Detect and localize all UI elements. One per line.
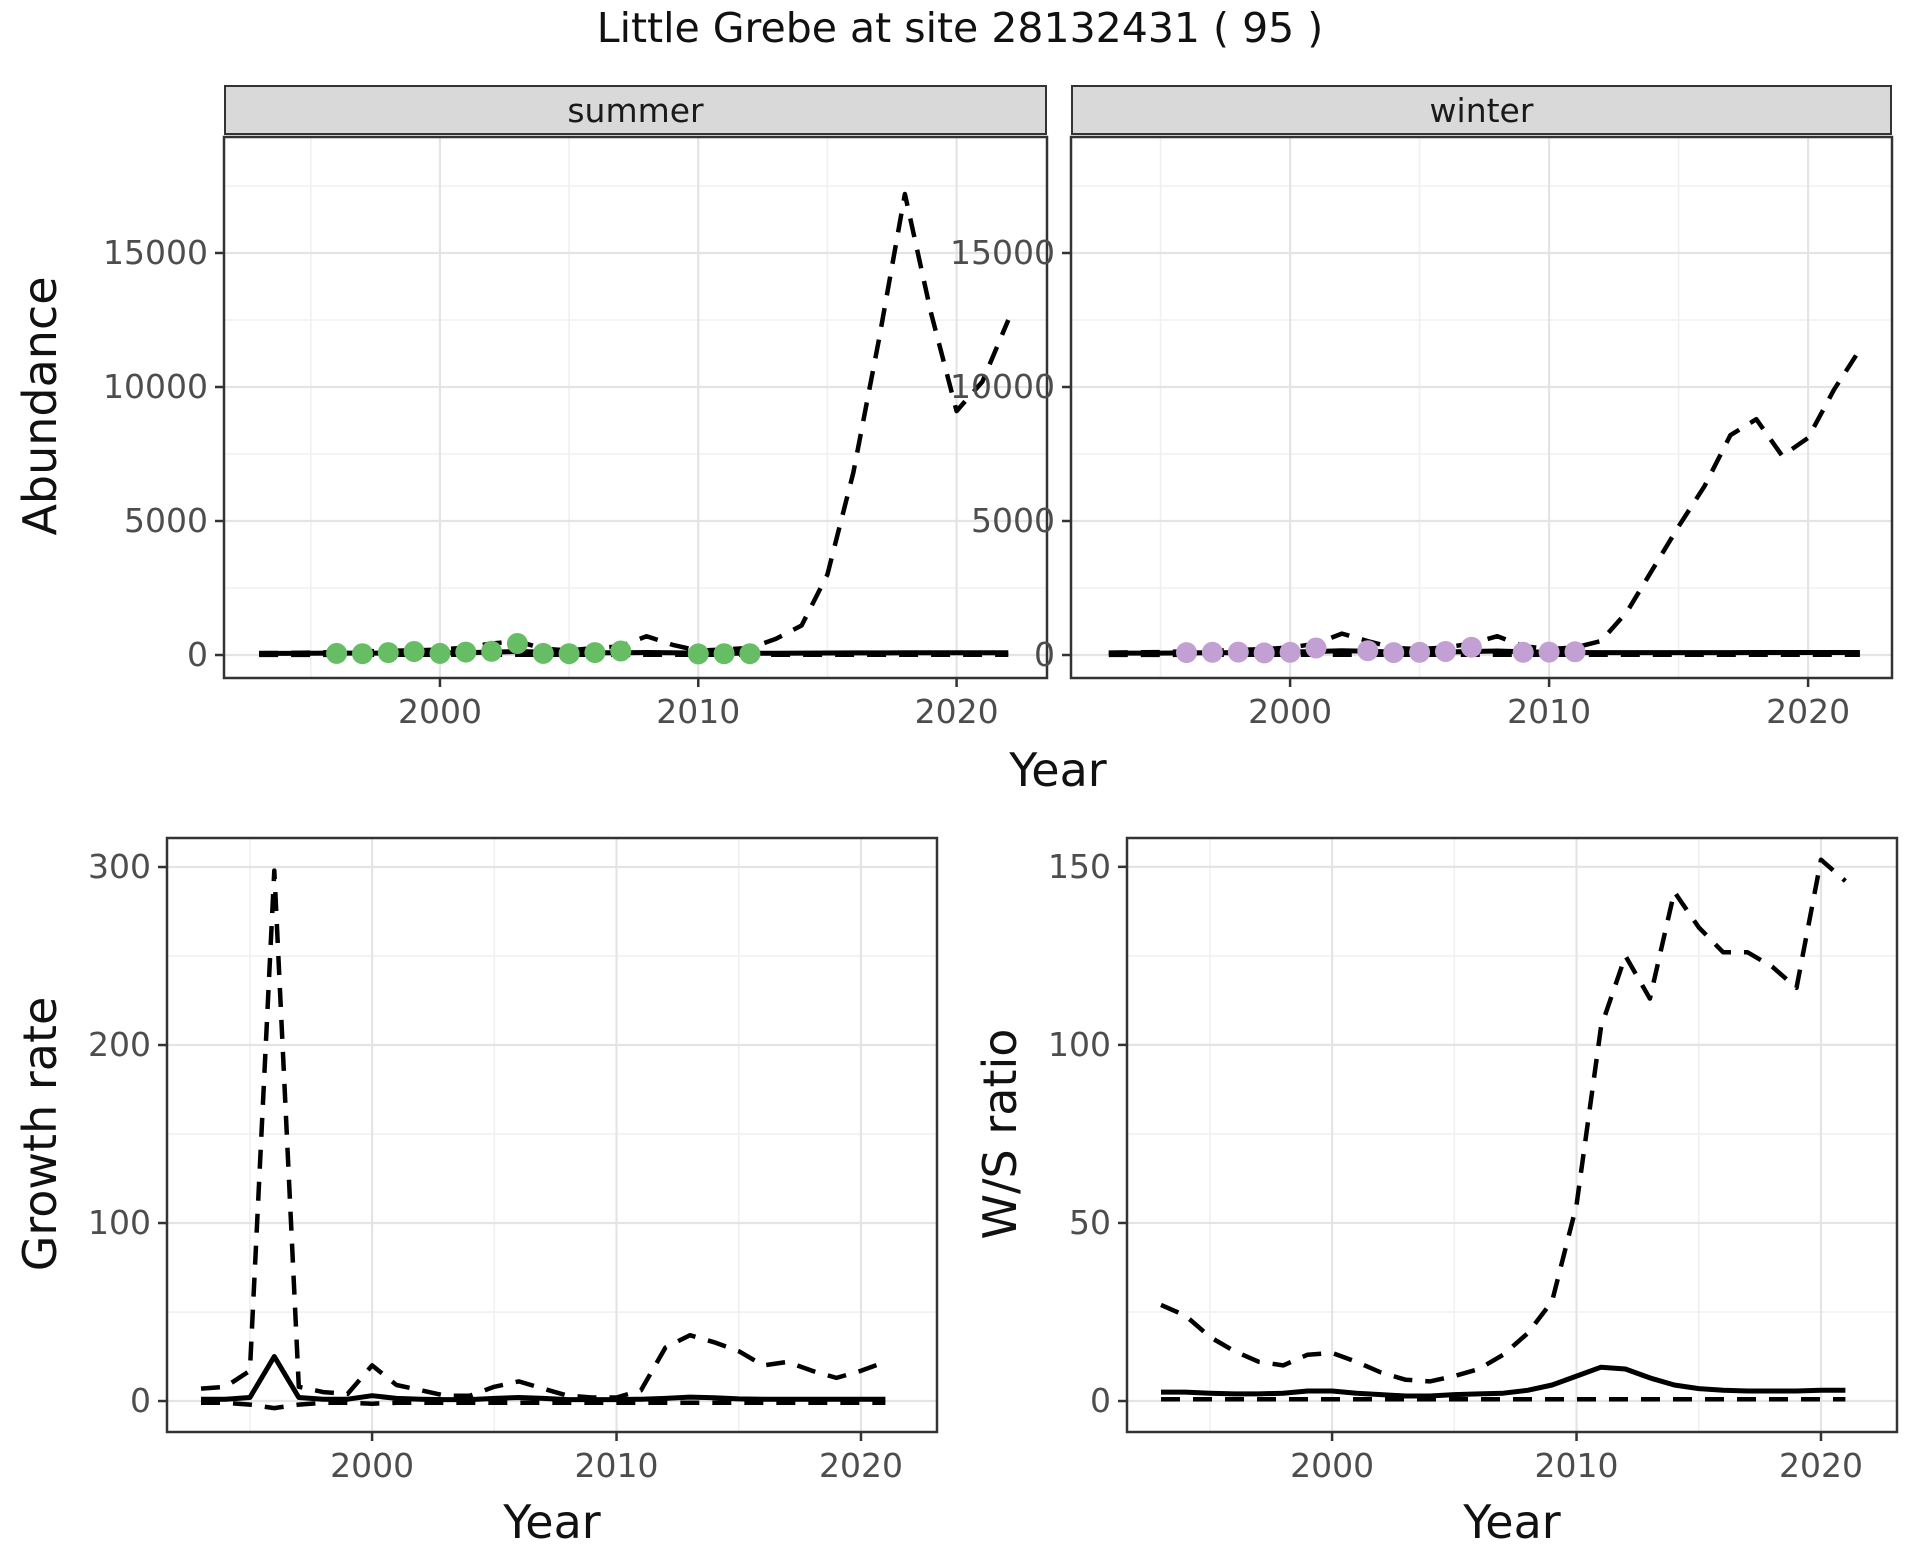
x-tick-label: 2020 [1779,1446,1863,1485]
y-axis-title-abundance: Abundance [13,276,67,536]
x-axis-title-year-bottom-left: Year [503,1495,601,1549]
summer-observed-point [584,642,606,664]
y-tick-label: 200 [88,1025,151,1064]
winter-observed-point [1305,637,1327,659]
growth_rate-lower_ci-line [201,1400,886,1411]
winter-observed-point [1564,641,1586,663]
summer-observed-point [403,641,425,662]
winter-observed-point [1227,641,1249,663]
summer-observed-point [352,643,373,665]
y-tick-label: 15000 [950,233,1055,272]
x-tick-label: 2010 [1507,692,1591,731]
y-tick-label: 100 [1048,1025,1111,1064]
facet-strip-winter: winter [1071,85,1892,135]
y-tick-label: 0 [130,1381,151,1420]
winter-observed-point [1435,641,1456,662]
summer-observed-point [429,642,451,664]
summer-observed-point [377,642,399,664]
x-tick-label: 2000 [398,692,482,731]
facet-strip-winter-label: winter [1429,90,1534,130]
y-tick-label: 0 [1034,635,1055,674]
growth_rate-border [165,836,939,1434]
y-tick-label: 300 [88,847,151,886]
y-tick-label: 5000 [971,501,1055,540]
y-tick-label: 0 [187,635,208,674]
x-tick-label: 2020 [1766,692,1850,731]
summer-observed-point [506,633,528,654]
y-tick-label: 10000 [950,367,1055,406]
winter-observed-point [1460,636,1482,658]
x-tick-label: 2000 [330,1446,414,1485]
winter-observed-point [1279,641,1301,663]
winter_abundance-background [1071,137,1892,678]
winter-observed-point [1383,642,1405,664]
summer-observed-point [532,642,554,664]
winter-observed-point [1512,641,1534,663]
y-tick-label: 10000 [103,367,208,406]
y-axis-title-growth-rate: Growth rate [13,996,67,1272]
winter-observed-point [1176,642,1197,664]
winter-observed-point [1201,641,1223,663]
y-axis-title-ws-ratio: W/S ratio [973,1028,1027,1240]
winter_abundance-upper_ci-line [1108,348,1862,655]
summer-observed-point [455,641,477,663]
winter-observed-point [1409,641,1431,663]
growth_rate-upper_ci-line [200,868,887,1400]
growth_rate-fitted-line [201,1354,886,1403]
winter-observed-point [1538,641,1560,663]
y-tick-label: 50 [1069,1203,1111,1242]
ws_ratio-upper_ci-line [1160,857,1847,1384]
summer_abundance-background [224,137,1047,678]
summer-observed-point [558,643,580,665]
winter_abundance-panel: 2000 2010 2020 0 5000 10000 15000 [950,135,1894,731]
y-tick-label: 0 [1090,1381,1111,1420]
y-tick-label: 150 [1048,847,1111,886]
summer_abundance-upper_ci-line [259,191,1011,656]
x-tick-label: 2020 [819,1446,903,1485]
y-tick-label: 15000 [103,233,208,272]
x-tick-label: 2020 [915,692,999,731]
x-axis-title-year-bottom-right: Year [1463,1495,1561,1549]
winter_abundance-border [1069,135,1894,680]
ws_ratio-background [1127,838,1897,1432]
x-tick-label: 2000 [1248,692,1332,731]
y-tick-label: 5000 [124,501,208,540]
x-tick-label: 2010 [1535,1446,1619,1485]
ws_ratio-panel: 2000 2010 2020 0 50 100 150 [1048,836,1899,1485]
facet-strip-summer-label: summer [567,90,704,130]
x-tick-label: 2010 [575,1446,659,1485]
summer-observed-point [610,640,632,662]
ws_ratio-fitted-line [1161,1364,1846,1399]
winter-observed-point [1357,640,1379,662]
chart-title: Little Grebe at site 28132431 ( 95 ) [596,4,1324,52]
x-axis-title-year-top: Year [1009,743,1107,797]
y-tick-label: 100 [88,1203,151,1242]
summer-observed-point [687,643,709,665]
winter-observed-point [1253,642,1275,664]
summer_abundance-border [222,135,1049,680]
summer-observed-point [326,642,348,664]
facet-strip-summer: summer [224,85,1047,135]
summer-observed-point [481,640,503,662]
x-tick-label: 2010 [656,692,740,731]
x-tick-label: 2000 [1290,1446,1374,1485]
summer-observed-point [739,643,761,665]
summer_abundance-panel: 2000 2010 2020 0 5000 10000 15000 [103,135,1049,731]
growth_rate-background [167,838,937,1432]
summer-observed-point [713,643,735,665]
ws_ratio-border [1125,836,1899,1434]
growth_rate-panel: 2000 2010 2020 0 100 200 300 [88,836,939,1485]
